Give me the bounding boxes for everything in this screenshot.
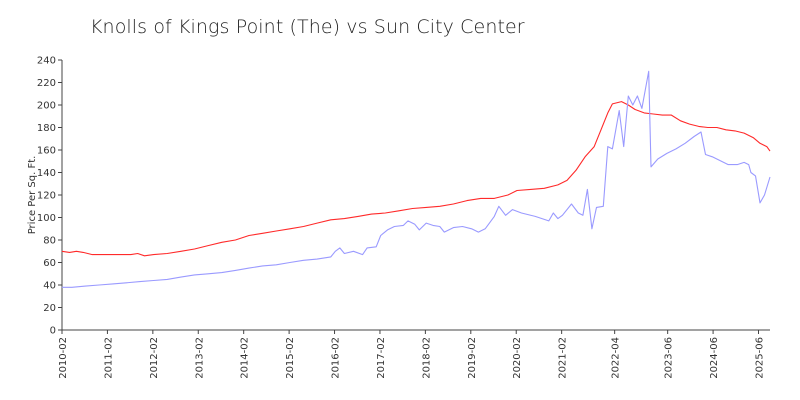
y-tick-label: 20 (43, 303, 56, 314)
x-tick-label: 2019-02 (467, 337, 478, 379)
x-tick-label: 2016-02 (331, 337, 342, 379)
x-tick-label: 2014-02 (240, 337, 251, 379)
x-tick-label: 2011-02 (103, 337, 114, 379)
x-tick-label: 2013-02 (194, 337, 205, 379)
y-tick-label: 160 (37, 146, 56, 157)
x-tick-label: 2015-02 (285, 337, 296, 379)
y-tick-label: 80 (43, 236, 56, 247)
series-line-2 (61, 70, 771, 288)
axes: 0 20 40 60 80 100 120 140 160 180 200 220 240 Price P… (27, 56, 770, 379)
x-tick-label: 2024-06 (709, 337, 720, 379)
y-tick-label: 220 (37, 78, 56, 89)
y-tick-label: 200 (37, 101, 56, 112)
x-tick-label: 2018-02 (421, 337, 432, 379)
x-tick-label: 2010-02 (58, 337, 69, 379)
y-tick-label: 180 (37, 123, 56, 134)
y-tick-label: 140 (37, 168, 56, 179)
x-tick-label: 2022-04 (611, 337, 622, 379)
series-lines (61, 70, 771, 288)
y-tick-label: 120 (37, 191, 56, 202)
y-tick-label: 40 (43, 281, 56, 292)
chart-title: Knolls of Kings Point (The) vs Sun City … (90, 16, 525, 38)
y-axis-label: Price Per Sq. Ft. (27, 156, 38, 235)
y-tick-label: 100 (37, 213, 56, 224)
x-tick-label: 2012-02 (149, 337, 160, 379)
x-tick-label: 2021-02 (558, 337, 569, 379)
series-line-1 (61, 101, 771, 257)
x-tick-label: 2023-06 (664, 337, 675, 379)
x-tick-label: 2025-06 (755, 337, 766, 379)
y-tick-label: 60 (43, 258, 56, 269)
y-tick-label: 240 (37, 56, 56, 67)
x-tick-label: 2020-02 (512, 337, 523, 379)
y-tick-label: 0 (50, 326, 56, 337)
x-tick-label: 2017-02 (376, 337, 387, 379)
